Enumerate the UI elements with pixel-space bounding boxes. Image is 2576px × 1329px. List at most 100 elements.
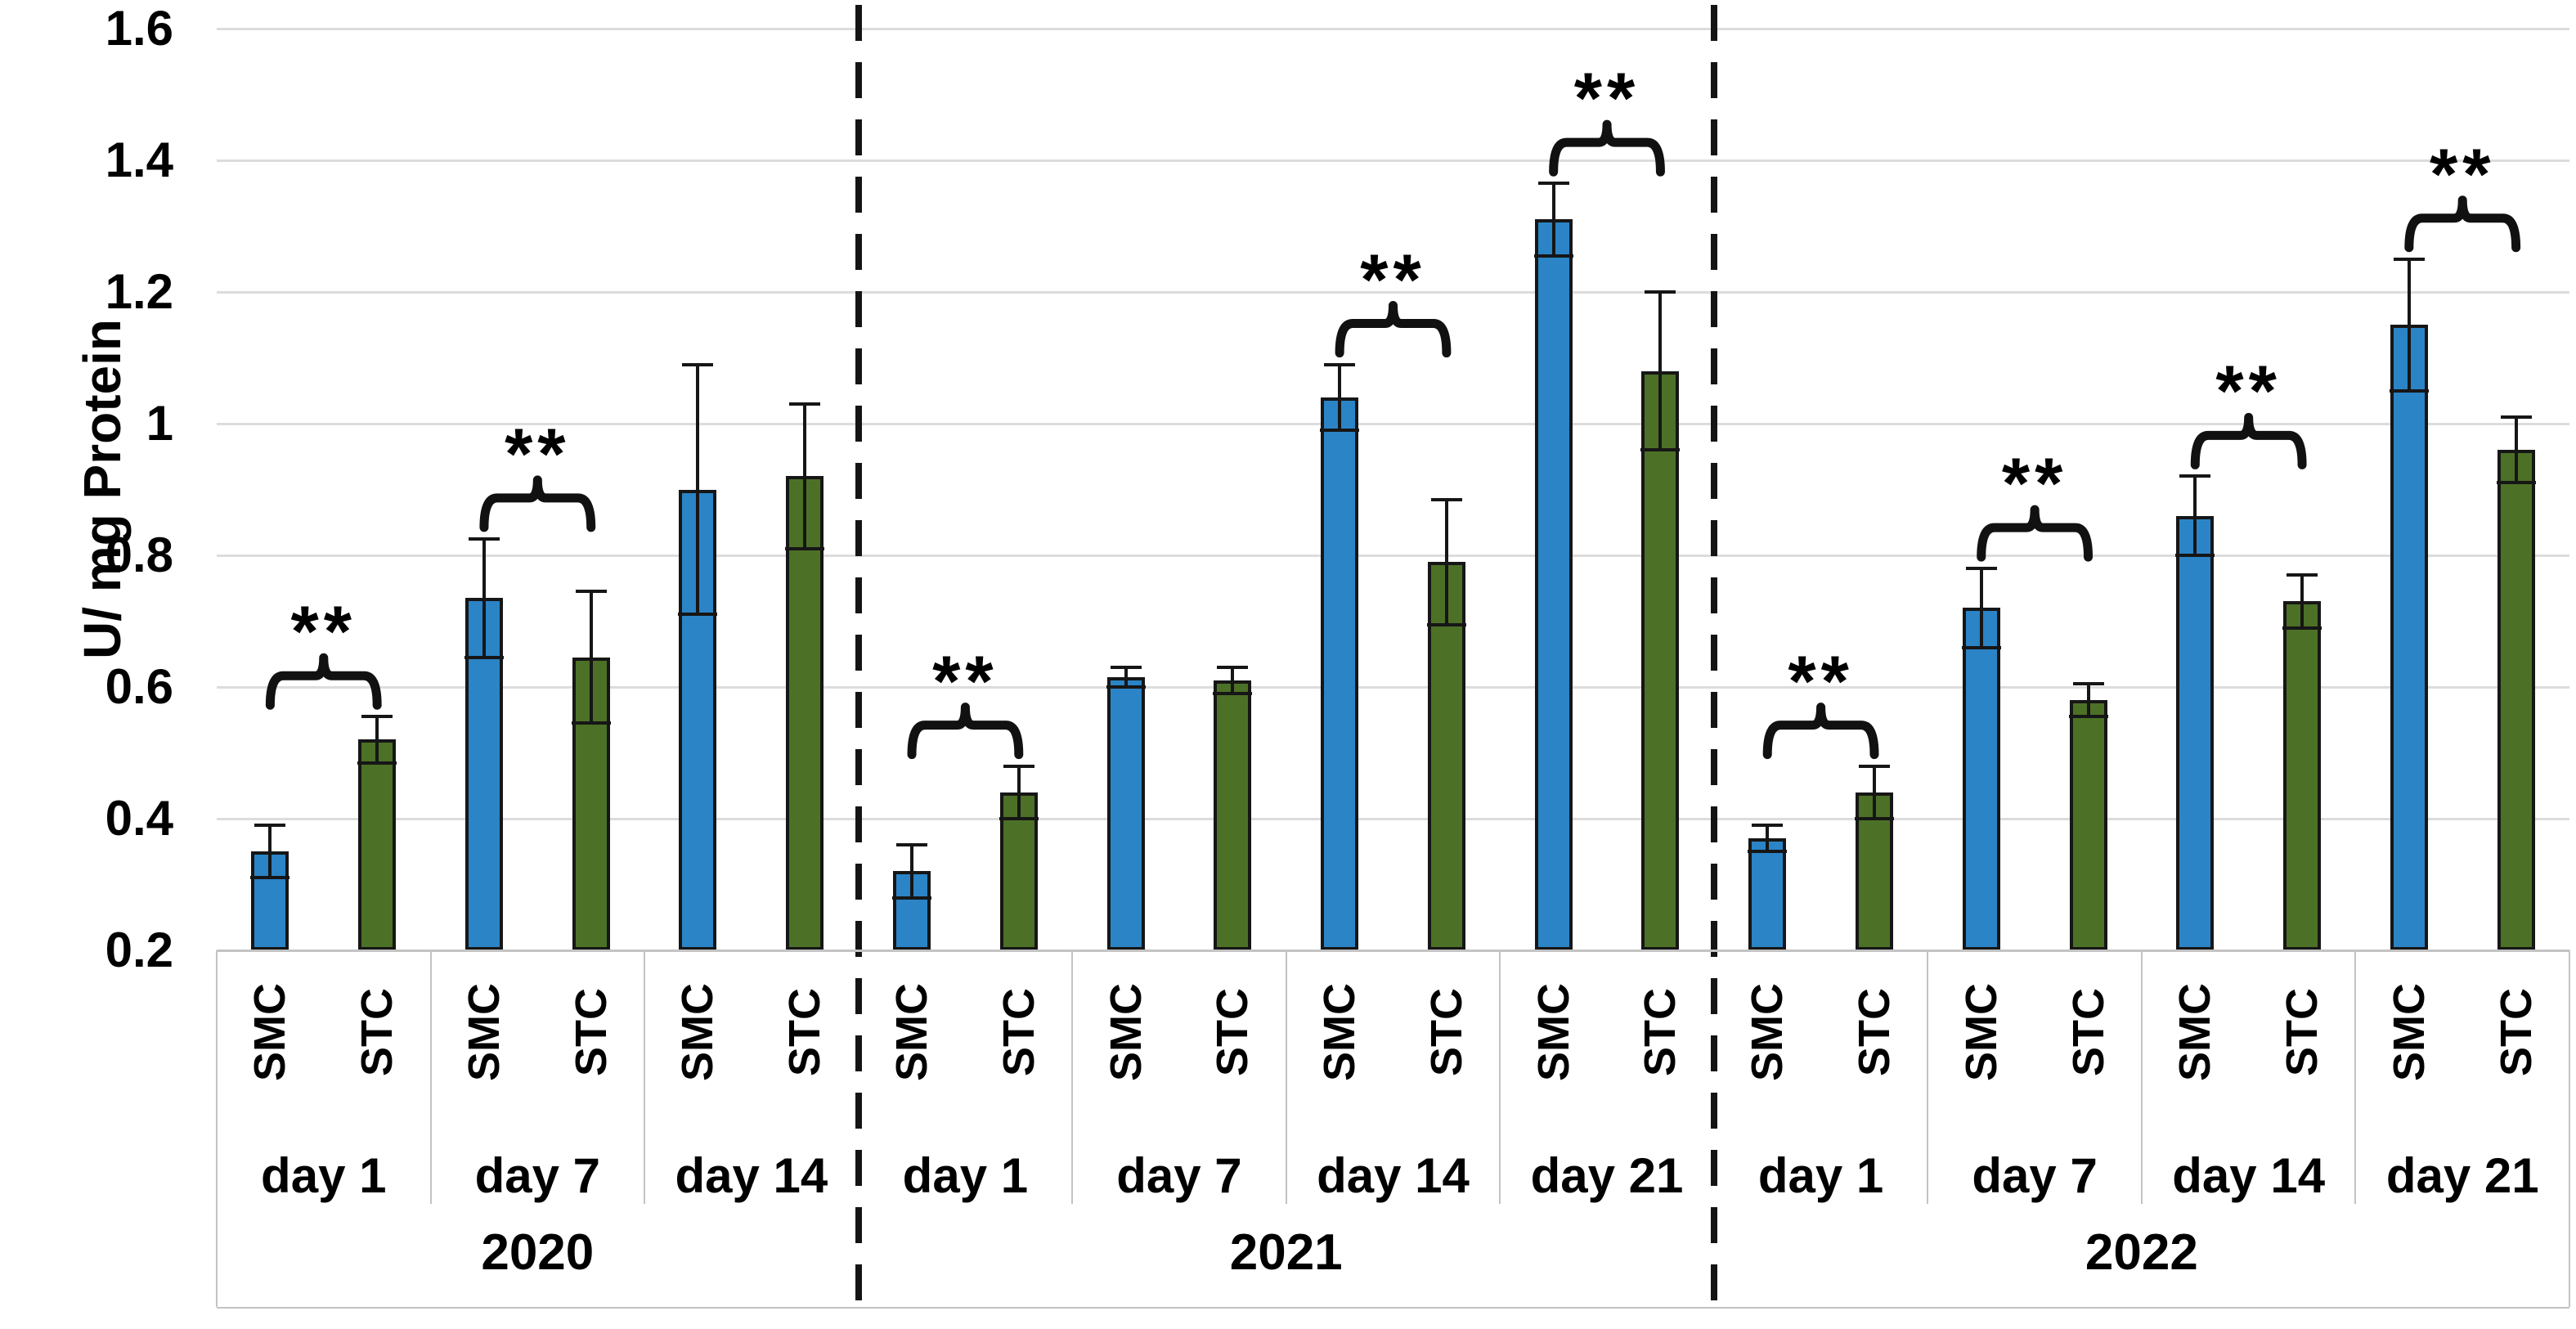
day-label: day 1 xyxy=(902,1148,1029,1203)
error-bar-line xyxy=(1658,292,1663,451)
significance-stars: ** xyxy=(2215,350,2282,432)
error-bar-cap-top xyxy=(789,402,821,406)
error-bar-cap-bottom xyxy=(250,876,290,880)
error-bar-cap-bottom xyxy=(1748,850,1788,854)
error-bar-cap-top xyxy=(1430,497,1462,501)
error-bar-cap-bottom xyxy=(678,613,718,617)
error-bar-line xyxy=(1551,183,1555,256)
error-bar-line xyxy=(2086,683,2090,717)
day-label: day 1 xyxy=(261,1148,387,1203)
axis-box-bottom xyxy=(217,1307,2569,1309)
day-label: day 14 xyxy=(675,1148,828,1203)
day-label: day 14 xyxy=(1317,1148,1470,1203)
day-cell-separator xyxy=(1499,950,1501,1204)
bar-2022-day-7-SMC xyxy=(1962,608,2000,950)
significance-stars: ** xyxy=(505,412,571,494)
y-tick-label: 1.2 xyxy=(105,264,173,319)
y-tick-label: 0.6 xyxy=(105,659,173,714)
bar-2022-day-14-SMC xyxy=(2176,515,2215,950)
day-label: day 21 xyxy=(1530,1148,1684,1203)
error-bar-cap-bottom xyxy=(2175,554,2215,557)
error-bar-line xyxy=(1016,766,1021,819)
significance-stars: ** xyxy=(1360,238,1426,320)
gridline xyxy=(217,686,2569,689)
error-bar-cap-top xyxy=(2072,681,2104,685)
error-bar-cap-bottom xyxy=(2496,481,2536,485)
error-bar-line xyxy=(1872,766,1876,819)
error-bar-cap-bottom xyxy=(892,896,932,900)
error-bar-line xyxy=(910,845,914,898)
error-bar-line xyxy=(2514,416,2518,483)
error-bar-line xyxy=(1766,825,1770,852)
bar-2022-day-21-SMC xyxy=(2390,325,2428,950)
error-bar-cap-bottom xyxy=(1854,817,1894,820)
error-bar-cap-top xyxy=(2287,573,2318,577)
error-bar-cap-top xyxy=(2393,257,2425,261)
error-bar-cap-bottom xyxy=(785,546,825,550)
bar-2022-day-7-STC xyxy=(2069,700,2107,950)
significance-stars: ** xyxy=(290,590,357,672)
day-cell-separator xyxy=(1927,950,1929,1204)
error-bar-cap-top xyxy=(2500,415,2532,419)
year-label: 2022 xyxy=(2085,1224,2198,1281)
y-tick-label: 0.4 xyxy=(105,791,173,846)
error-bar-cap-top xyxy=(682,362,714,366)
error-bar-cap-bottom xyxy=(1320,429,1360,433)
y-tick-label: 0.8 xyxy=(105,528,173,582)
error-bar-line xyxy=(1338,364,1342,431)
significance-stars: ** xyxy=(2429,132,2496,214)
bar-2021-day-21-SMC xyxy=(1534,219,1573,950)
error-bar-cap-bottom xyxy=(1426,622,1466,626)
bar-2020-day-7-STC xyxy=(572,657,610,950)
error-bar-line xyxy=(2193,476,2197,555)
year-label: 2021 xyxy=(1229,1224,1343,1281)
error-bar-cap-top xyxy=(254,824,286,828)
error-bar-cap-top xyxy=(1645,290,1676,294)
y-axis-title: U/ mg Protein xyxy=(73,318,132,660)
bar-2022-day-21-STC xyxy=(2497,450,2535,950)
day-label: day 7 xyxy=(1116,1148,1242,1203)
day-label: day 7 xyxy=(1972,1148,2098,1203)
bar-2021-day-14-SMC xyxy=(1321,397,1359,950)
error-bar-line xyxy=(1979,568,1983,648)
bar-2021-day-14-STC xyxy=(1427,562,1465,950)
error-bar-cap-bottom xyxy=(357,761,397,765)
bar-2022-day-14-STC xyxy=(2283,601,2322,950)
gridline xyxy=(217,28,2569,30)
error-bar-cap-top xyxy=(1217,665,1249,669)
day-cell-separator xyxy=(1285,950,1287,1204)
day-label: day 14 xyxy=(2172,1148,2326,1203)
error-bar-line xyxy=(2300,575,2304,628)
error-bar-cap-top xyxy=(1858,764,1890,768)
axis-box-right xyxy=(2569,950,2570,1307)
error-bar-line xyxy=(1124,667,1128,687)
error-bar-line xyxy=(803,403,807,549)
error-bar-line xyxy=(696,364,700,615)
gridline xyxy=(217,291,2569,294)
error-bar-line xyxy=(268,825,272,878)
error-bar-cap-top xyxy=(1537,182,1569,186)
y-tick-label: 0.2 xyxy=(105,923,173,977)
y-tick-label: 1.4 xyxy=(105,132,173,187)
error-bar-cap-bottom xyxy=(1533,254,1573,258)
year-dashed-separator xyxy=(855,5,862,1307)
error-bar-cap-bottom xyxy=(2068,715,2108,719)
significance-stars: ** xyxy=(1788,640,1854,721)
day-label: day 1 xyxy=(1757,1148,1884,1203)
error-bar-cap-bottom xyxy=(2282,626,2322,630)
significance-stars: ** xyxy=(932,640,999,721)
error-bar-cap-bottom xyxy=(571,721,611,725)
bar-2021-day-7-STC xyxy=(1214,680,1252,950)
day-cell-separator xyxy=(2140,950,2143,1204)
x-series-label-STC: STC xyxy=(2491,988,2541,1076)
error-bar-cap-top xyxy=(575,590,607,594)
gridline xyxy=(217,159,2569,162)
bar-2021-day-21-STC xyxy=(1641,370,1680,950)
y-tick-label: 1 xyxy=(146,396,173,451)
significance-stars: ** xyxy=(1573,57,1640,139)
error-bar-cap-top xyxy=(1003,764,1034,768)
day-label: day 21 xyxy=(2385,1148,2539,1203)
error-bar-cap-bottom xyxy=(464,655,504,659)
error-bar-line xyxy=(2407,258,2411,391)
